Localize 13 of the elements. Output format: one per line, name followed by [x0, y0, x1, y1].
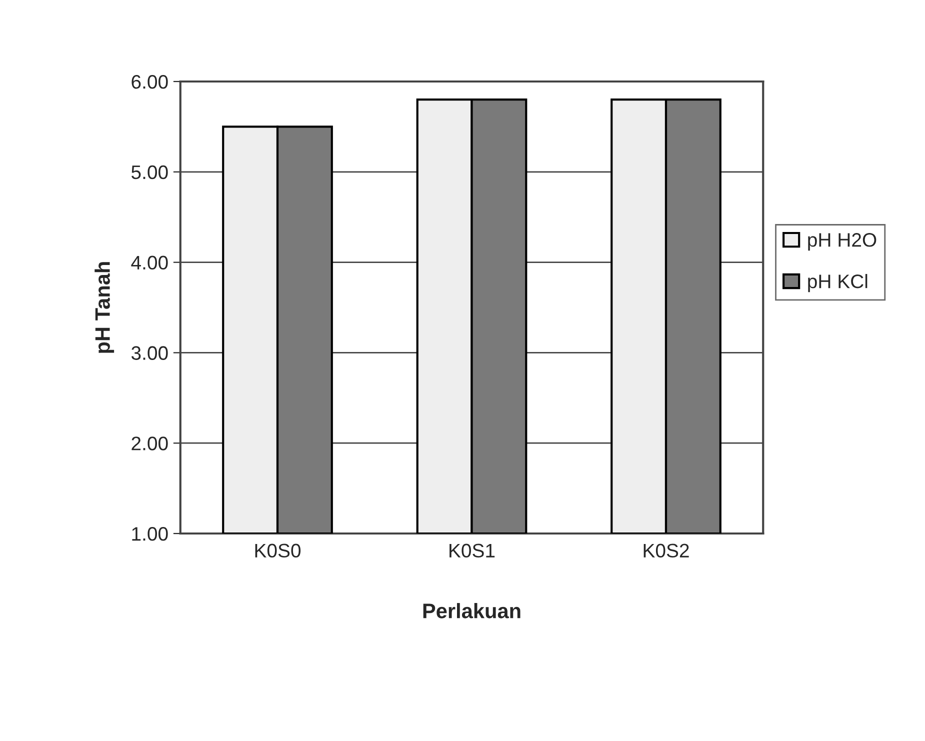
y-tick-label: 3.00: [131, 346, 168, 360]
legend-label: pH KCl: [808, 274, 868, 292]
y-tick-label: 6.00: [132, 74, 168, 89]
y-tick-label: 2.00: [132, 436, 168, 450]
y-tick-label: 1.00: [132, 526, 168, 541]
legend-label: pH H2O: [808, 233, 876, 251]
x-tick-label: K0S2: [644, 544, 689, 558]
x-axis-title: Perlakuan: [423, 603, 520, 618]
y-axis-title: pH Tanah: [94, 262, 114, 353]
y-tick-label: 5.00: [132, 165, 168, 180]
x-tick-label: K0S1: [450, 544, 495, 558]
y-tick-label: 4.00: [131, 256, 168, 270]
x-tick-label: K0S0: [255, 544, 301, 558]
